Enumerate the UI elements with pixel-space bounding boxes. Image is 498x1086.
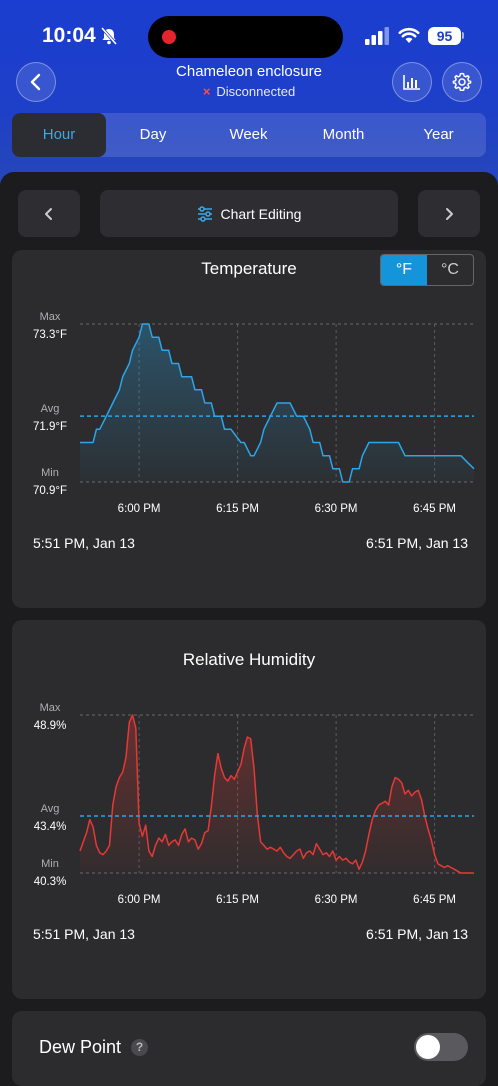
temperature-x-tick-label: 6:30 PM xyxy=(315,503,358,515)
temperature-card: Temperature °F °C Max 73.3°F Avg 71.9°F Min 7… xyxy=(12,250,486,608)
chevron-left-icon xyxy=(45,207,52,220)
previous-period-button[interactable] xyxy=(18,190,80,237)
tab-month[interactable]: Month xyxy=(322,126,365,143)
temperature-x-tick-label: 6:00 PM xyxy=(118,503,161,515)
temperature-x-tick-label: 6:45 PM xyxy=(413,503,456,515)
humidity-max-label: Max xyxy=(40,702,61,714)
temperature-avg-value: 71.9°F xyxy=(33,421,67,433)
toggle-knob xyxy=(416,1035,440,1059)
temperature-max-label: Max xyxy=(40,311,61,323)
dew-point-toggle[interactable] xyxy=(414,1033,468,1061)
unit-celsius-button[interactable]: °C xyxy=(441,261,459,278)
status-time: 10:04 xyxy=(42,24,96,47)
wifi-icon xyxy=(398,27,420,43)
humidity-max-value: 48.9% xyxy=(34,720,67,732)
disconnected-icon: × xyxy=(202,84,211,99)
time-range-tabs: Hour Day Week Month Year xyxy=(12,113,486,157)
temperature-range-end: 6:51 PM, Jan 13 xyxy=(366,535,468,551)
temperature-max-value: 73.3°F xyxy=(33,329,67,341)
temperature-min-label: Min xyxy=(41,467,59,479)
connection-status: × Disconnected xyxy=(0,84,498,99)
humidity-chart: Max 48.9% Avg 43.4% Min 40.3% 6:00 PM 6:15 PM 6:… xyxy=(34,702,474,906)
tab-year[interactable]: Year xyxy=(423,126,454,143)
battery-level: 95 xyxy=(428,27,461,45)
bell-slash-icon xyxy=(100,27,118,45)
humidity-x-tick-label: 6:00 PM xyxy=(118,894,161,906)
chevron-right-icon xyxy=(446,207,453,220)
tab-day[interactable]: Day xyxy=(139,126,167,143)
humidity-series-line xyxy=(79,714,474,874)
humidity-min-label: Min xyxy=(41,858,59,870)
tab-hour[interactable]: Hour xyxy=(12,113,106,157)
temperature-title: Temperature xyxy=(201,259,297,278)
humidity-title: Relative Humidity xyxy=(182,650,316,669)
recording-dot-icon xyxy=(162,30,176,44)
help-icon[interactable]: ? xyxy=(131,1039,148,1056)
humidity-card: Relative Humidity Max 48.9% Avg 43.4% Min 40.… xyxy=(12,620,486,999)
humidity-range-end: 6:51 PM, Jan 13 xyxy=(366,926,468,942)
tab-week[interactable]: Week xyxy=(229,126,268,143)
device-title: Chameleon enclosure xyxy=(176,63,322,80)
temperature-unit-toggle: °F °C xyxy=(380,254,474,286)
humidity-range-start: 5:51 PM, Jan 13 xyxy=(33,926,135,942)
temperature-avg-label: Avg xyxy=(41,403,60,415)
gear-icon xyxy=(452,72,472,92)
sliders-icon xyxy=(197,205,212,222)
dew-point-row: Dew Point ? xyxy=(12,1011,486,1086)
unit-fahrenheit-button[interactable]: °F xyxy=(381,255,427,285)
chart-view-button[interactable] xyxy=(392,62,432,102)
humidity-min-value: 40.3% xyxy=(34,876,67,888)
humidity-x-tick-label: 6:45 PM xyxy=(413,894,456,906)
humidity-x-tick-label: 6:30 PM xyxy=(315,894,358,906)
battery-tip xyxy=(462,32,464,39)
chart-editing-label: Chart Editing xyxy=(220,205,302,222)
dynamic-island xyxy=(148,16,343,58)
chart-editing-button[interactable]: Chart Editing xyxy=(100,190,398,237)
chevron-left-icon xyxy=(30,73,41,91)
humidity-x-tick-label: 6:15 PM xyxy=(216,894,259,906)
humidity-area xyxy=(80,715,474,873)
next-period-button[interactable] xyxy=(418,190,480,237)
back-button[interactable] xyxy=(16,62,56,102)
bar-chart-icon xyxy=(403,75,420,90)
temperature-x-tick-label: 6:15 PM xyxy=(216,503,259,515)
temperature-chart: Max 73.3°F Avg 71.9°F Min 70.9°F 6:00 PM 6:15 P… xyxy=(33,311,475,515)
connection-status-label: Disconnected xyxy=(216,84,296,99)
humidity-avg-label: Avg xyxy=(41,803,60,815)
humidity-avg-value: 43.4% xyxy=(34,821,67,833)
settings-button[interactable] xyxy=(442,62,482,102)
dew-point-label: Dew Point xyxy=(39,1037,122,1057)
temperature-range-start: 5:51 PM, Jan 13 xyxy=(33,535,135,551)
temperature-min-value: 70.9°F xyxy=(33,485,67,497)
cellular-signal-icon xyxy=(365,27,389,45)
